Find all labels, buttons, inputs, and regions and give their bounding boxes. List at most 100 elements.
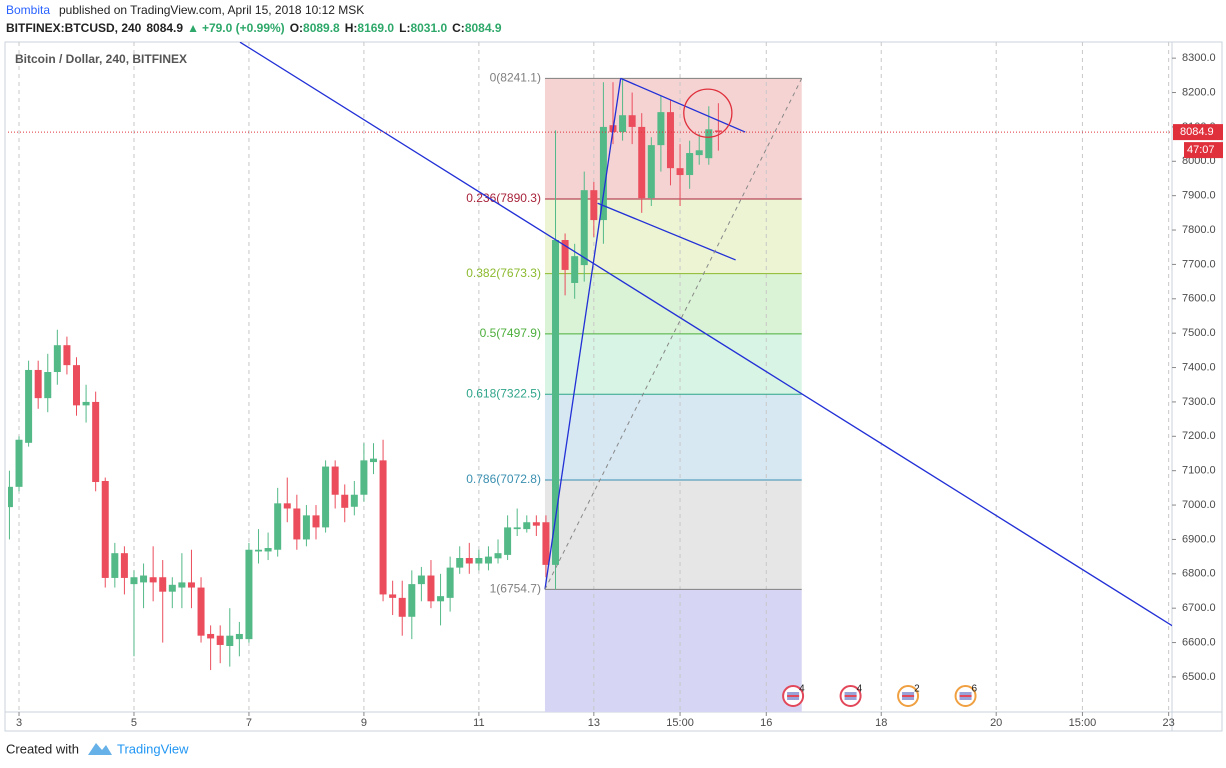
candle-body [82, 401, 90, 406]
event-count: 2 [914, 684, 920, 695]
event-flag-stripe [844, 695, 857, 697]
candle-body [264, 548, 272, 552]
created-with: Created with [6, 741, 79, 756]
candle-body [599, 126, 607, 221]
event-flag-stripe [959, 695, 972, 697]
candle-body [25, 369, 33, 443]
candle-body [168, 584, 176, 592]
brand: TradingView [117, 741, 189, 756]
candle-body [331, 466, 339, 495]
y-tick-label: 7800.0 [1182, 224, 1216, 236]
countdown-box [1184, 142, 1223, 159]
candle-body [676, 168, 684, 176]
y-tick-label: 6800.0 [1182, 568, 1216, 580]
candle-body [523, 522, 531, 530]
x-tick-label: 7 [246, 717, 252, 729]
candle-body [293, 508, 301, 540]
y-tick-label: 7000.0 [1182, 499, 1216, 511]
fib-label: 0(8241.1) [490, 71, 541, 85]
candle-body [207, 633, 215, 639]
y-tick-label: 6900.0 [1182, 533, 1216, 545]
candle-body [666, 112, 674, 169]
candle-body [178, 582, 186, 588]
trend-line [239, 42, 1172, 627]
change-arrow: ▲ [187, 21, 199, 35]
y-tick-label: 6700.0 [1182, 602, 1216, 614]
candle-body [130, 577, 138, 585]
x-tick-label: 20 [990, 717, 1002, 729]
event-flag-stripe [902, 695, 915, 697]
candle-body [417, 575, 425, 585]
candle-body [226, 635, 234, 646]
y-tick-label: 7300.0 [1182, 396, 1216, 408]
candle-body [686, 153, 694, 176]
candle-body [274, 503, 282, 550]
candle-body [53, 345, 61, 373]
fib-band [544, 198, 802, 274]
candle-body [561, 240, 569, 270]
symbol-header: BITFINEX:BTCUSD, 240 8084.9 ▲ +79.0 (+0.99%… [6, 21, 502, 35]
candle-body [369, 458, 377, 463]
published: published on TradingView.com, April 15, … [59, 3, 364, 17]
ohlc-value: 8084.9 [465, 21, 502, 35]
x-tick-label: 23 [1163, 717, 1175, 729]
candle-body [341, 494, 349, 508]
y-tick-label: 7700.0 [1182, 258, 1216, 270]
fib-label: 0.236(7890.3) [466, 191, 541, 205]
fib-band [544, 480, 802, 590]
y-tick-label: 7400.0 [1182, 361, 1216, 373]
ohlc-label: H: [345, 21, 358, 35]
x-tick-label: 11 [473, 717, 484, 729]
candle-body [283, 503, 291, 509]
candle-body [120, 553, 128, 578]
ohlc-label: L: [399, 21, 410, 35]
candle-body [197, 587, 205, 636]
candle-body [714, 130, 722, 133]
candle-body [437, 596, 445, 602]
candle-body [312, 515, 320, 528]
frame [4, 41, 1223, 732]
fib-label: 0.5(7497.9) [480, 326, 541, 340]
candle-body [350, 494, 358, 507]
x-tick-label: 5 [131, 717, 137, 729]
candle-body [465, 557, 473, 564]
x-tick-label: 9 [361, 717, 367, 729]
y-tick-label: 7200.0 [1182, 430, 1216, 442]
candle-body [302, 515, 310, 540]
y-tick-label: 8000.0 [1182, 155, 1216, 167]
candle-body [657, 112, 665, 146]
candle-body [379, 460, 387, 595]
candle-body [15, 439, 23, 487]
price-label-box [1173, 124, 1223, 141]
candle-body [475, 557, 483, 564]
candle-body [504, 527, 512, 555]
fib-band [544, 333, 802, 395]
candle-body [111, 553, 119, 578]
candle-body [619, 115, 627, 133]
candle-body [34, 369, 42, 399]
candle-body [360, 460, 368, 495]
ohlc-label: C: [452, 21, 465, 35]
candle-body [427, 575, 435, 602]
candle-body [456, 557, 464, 568]
fib-band [544, 394, 802, 481]
author: Bombita [6, 3, 50, 17]
candle-body [8, 486, 13, 508]
candle-body [389, 594, 397, 598]
candle-body [92, 401, 100, 483]
trend-line [544, 78, 622, 590]
candle-body [72, 365, 80, 406]
event-count: 4 [799, 684, 805, 695]
event-count: 4 [857, 684, 863, 695]
event-count: 6 [972, 684, 978, 695]
candle-body [322, 466, 330, 528]
candle-body [647, 145, 655, 199]
event-flag-stripe [787, 695, 800, 697]
ohlc-value: 8169.0 [357, 21, 394, 35]
trend-line [597, 202, 736, 261]
x-tick-label: 15:00 [666, 717, 694, 729]
fib-label: 0.786(7072.8) [466, 472, 541, 486]
candle-body [695, 150, 703, 156]
highlight-circle [683, 88, 733, 138]
candle-body [484, 556, 492, 564]
